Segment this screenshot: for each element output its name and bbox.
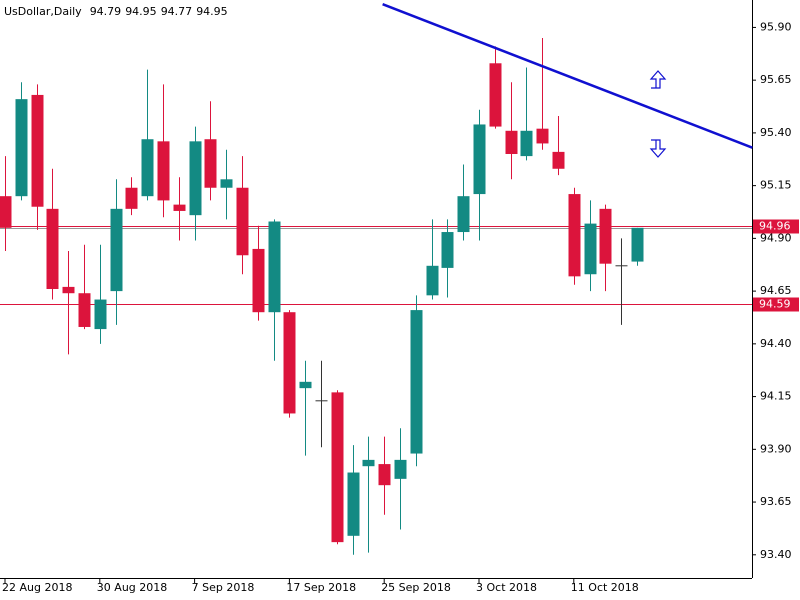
y-tick-label: 94.15 — [760, 390, 792, 403]
y-tick-label: 95.40 — [760, 126, 792, 139]
candle-body — [536, 128, 549, 144]
candle-body — [362, 459, 375, 467]
candle-body — [378, 464, 391, 486]
candle-body — [204, 139, 217, 188]
candle-body — [394, 459, 407, 479]
x-tick-label: 22 Aug 2018 — [2, 581, 72, 594]
candle-body — [426, 265, 439, 296]
y-tick-label: 94.65 — [760, 284, 792, 297]
header-high: 94.95 — [125, 5, 157, 18]
x-tick-label: 25 Sep 2018 — [381, 581, 451, 594]
x-tick-label: 3 Oct 2018 — [476, 581, 537, 594]
y-tick-label: 93.40 — [760, 548, 792, 561]
y-tick-label: 94.90 — [760, 231, 792, 244]
candle-body — [15, 99, 28, 197]
candle-body — [331, 392, 344, 543]
candle-body — [568, 194, 581, 277]
candle-body — [631, 227, 644, 262]
candle-body — [299, 381, 312, 389]
candle-body — [173, 204, 186, 211]
candle-body — [457, 196, 470, 233]
chart-title: UsDollar,Daily — [4, 5, 82, 18]
candle-body — [141, 139, 154, 197]
x-tick-label: 11 Oct 2018 — [571, 581, 639, 594]
candle-body — [268, 221, 281, 313]
candle-body — [157, 141, 170, 201]
candle-body — [552, 151, 565, 169]
y-tick-label: 95.15 — [760, 179, 792, 192]
candle-body — [489, 63, 502, 127]
y-tick-label: 95.65 — [760, 73, 792, 86]
price-level-label: 94.59 — [759, 298, 791, 311]
header-low: 94.77 — [161, 5, 193, 18]
candle-body — [0, 196, 12, 228]
candle-body — [473, 124, 486, 195]
candle-body — [78, 293, 91, 327]
candle-body — [410, 310, 423, 454]
candle-body — [441, 232, 454, 268]
header-open: 94.79 — [90, 5, 122, 18]
candle-body — [125, 187, 138, 209]
candle-body — [189, 141, 202, 216]
y-tick-label: 95.90 — [760, 20, 792, 33]
candle-body — [110, 208, 123, 292]
price-level-box — [753, 219, 799, 234]
candle-body — [31, 94, 44, 207]
y-tick-label: 94.40 — [760, 337, 792, 350]
price-level-box — [753, 297, 799, 312]
candle-body — [46, 208, 59, 289]
candle-body — [94, 299, 107, 330]
x-tick-label: 30 Aug 2018 — [97, 581, 167, 594]
trend-line — [382, 3, 753, 149]
header-close: 94.95 — [196, 5, 228, 18]
candle-body — [599, 208, 612, 264]
x-tick-label: 17 Sep 2018 — [286, 581, 356, 594]
candle-body — [505, 130, 518, 154]
y-tick-label: 93.65 — [760, 495, 792, 508]
candle-body — [236, 187, 249, 256]
candle-body — [347, 472, 360, 536]
candle-body — [252, 248, 265, 313]
x-tick-label: 7 Sep 2018 — [192, 581, 255, 594]
candle-body — [62, 286, 75, 294]
chart-header: UsDollar,Daily 94.79 94.95 94.77 94.95 — [4, 5, 228, 18]
down-arrow-icon — [649, 139, 667, 158]
candle-body — [520, 130, 533, 157]
price-level-label: 94.96 — [759, 220, 791, 233]
candle-body — [584, 223, 597, 275]
candle-body — [220, 179, 233, 188]
candle-body — [283, 312, 296, 414]
y-tick-label: 93.90 — [760, 442, 792, 455]
up-arrow-icon — [649, 70, 667, 89]
